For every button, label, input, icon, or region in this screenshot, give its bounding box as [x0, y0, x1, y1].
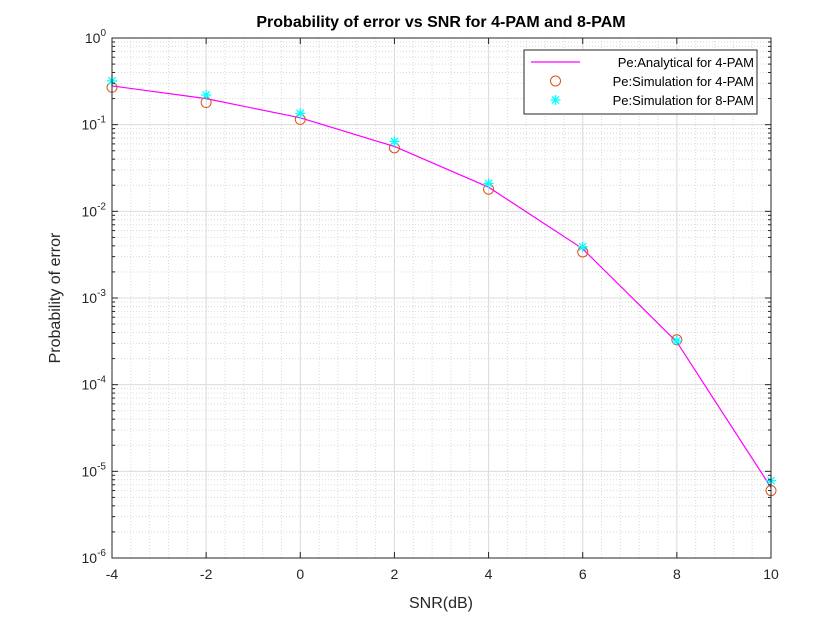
y-tick-label: 100 [85, 28, 107, 46]
x-tick-label: 6 [579, 566, 587, 582]
chart-title: Probability of error vs SNR for 4-PAM an… [256, 14, 625, 31]
data-point-sim-8pam [201, 89, 212, 100]
data-point-sim-8pam [483, 178, 494, 189]
y-tick-label: 10-6 [82, 548, 107, 566]
x-axis-label: SNR(dB) [409, 595, 473, 612]
legend-swatch-marker [550, 95, 561, 105]
x-tick-label: 10 [763, 566, 779, 582]
legend-entry-label: Pe:Simulation for 4-PAM [613, 74, 754, 89]
legend-entry-label: Pe:Simulation for 8-PAM [613, 93, 754, 108]
series-line-analytical-4pam [111, 85, 772, 488]
data-point-sim-8pam [389, 136, 400, 147]
legend-entry-label: Pe:Analytical for 4-PAM [618, 55, 754, 70]
tick-labels: -4 -2 0 2 4 6 8 10 100 10-1 10-2 10-3 10-4 10-5 10-6 [82, 28, 779, 582]
legend: Pe:Analytical for 4-PAM Pe:Simulation for… [523, 49, 758, 115]
x-tick-label: 0 [296, 566, 304, 582]
minor-grid [112, 38, 771, 558]
x-tick-label: 4 [485, 566, 493, 582]
y-tick-label: 10-3 [82, 288, 107, 306]
x-tick-label: 2 [391, 566, 399, 582]
y-tick-label: 10-4 [82, 375, 107, 393]
data-point-sim-8pam [671, 335, 682, 346]
legend-box [523, 49, 758, 115]
axis-ticks [111, 37, 772, 559]
y-tick-label: 10-1 [82, 115, 107, 133]
y-axis-label: Probability of error [47, 232, 64, 363]
legend-swatch-marker [550, 75, 561, 87]
data-point-sim-8pam [295, 108, 306, 119]
x-tick-label: 8 [673, 566, 681, 582]
data-point-sim-8pam [577, 241, 588, 252]
y-tick-label: 10-5 [82, 461, 107, 479]
y-tick-label: 10-2 [82, 201, 107, 219]
x-tick-label: -2 [200, 566, 213, 582]
x-tick-label: -4 [106, 566, 119, 582]
